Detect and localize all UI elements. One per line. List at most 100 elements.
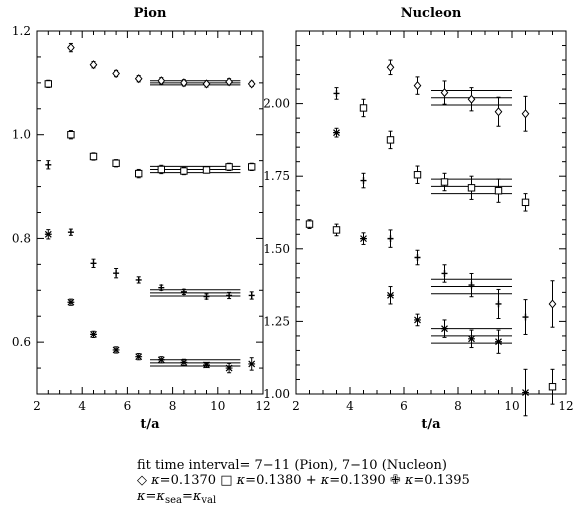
kappa-note-part3: =κ	[181, 489, 202, 504]
nucleon-marker-star	[441, 325, 448, 333]
pion-data-point	[180, 78, 188, 88]
nucleon-y-tick-label: 1.25	[263, 314, 290, 328]
nucleon-data-point	[414, 249, 421, 266]
nucleon-data-point	[522, 299, 529, 335]
nucleon-marker-star	[387, 291, 394, 299]
nucleon-marker-star	[495, 338, 502, 346]
pion-data-point	[112, 68, 120, 79]
nucleon-data-point	[494, 178, 503, 203]
legend-kappa: κ	[151, 473, 160, 488]
pion-data-point	[180, 358, 188, 366]
nucleon-data-point	[440, 172, 449, 192]
pion-marker-diamond	[134, 74, 143, 84]
nucleon-data-point	[521, 193, 530, 212]
nucleon-y-tick-label: 1.00	[263, 387, 290, 401]
pion-marker-star	[180, 358, 188, 366]
pion-x-tick-label: 4	[78, 399, 86, 413]
pion-marker-diamond	[180, 78, 188, 88]
pion-marker-plus	[180, 288, 187, 296]
pion-marker-square	[225, 163, 233, 171]
nucleon-marker-plus	[441, 270, 448, 277]
nucleon-marker-square	[521, 198, 530, 207]
nucleon-x-tick-label: 2	[292, 399, 300, 413]
nucleon-marker-square	[305, 220, 314, 228]
pion-series-square	[44, 79, 256, 179]
pion-data-point	[248, 291, 255, 300]
pion-panel: Pion 2 4 6 8 10 12 t/a 0.6 0.8 1.0 1.2	[12, 6, 271, 432]
legend-kappa: κ	[404, 473, 414, 488]
pion-data-point	[67, 42, 75, 53]
nucleon-data-point	[387, 229, 394, 248]
pion-data-point	[44, 79, 52, 89]
nucleon-y-tick-label: 1.75	[263, 169, 290, 183]
pion-marker-star	[225, 364, 233, 372]
nucleon-x-tick-label: 10	[504, 399, 519, 413]
nucleon-title: Nucleon	[401, 6, 462, 21]
nucleon-y-tick-label: 2.00	[263, 97, 290, 111]
pion-marker-star	[248, 360, 256, 368]
nucleon-marker-diamond	[548, 299, 557, 309]
nucleon-marker-plus	[360, 177, 367, 184]
kappa-note-val: val	[201, 495, 217, 506]
pion-marker-plus	[135, 276, 142, 284]
pion-marker-plus	[226, 292, 233, 299]
pion-marker-plus	[158, 284, 165, 292]
nucleon-marker-square	[494, 187, 503, 195]
legend-symbol-diamond: ◇	[137, 473, 147, 488]
nucleon-data-point	[495, 329, 502, 354]
nucleon-marker-diamond	[413, 81, 422, 91]
pion-title: Pion	[134, 6, 167, 21]
nucleon-data-point	[360, 232, 367, 245]
pion-marker-square	[135, 169, 143, 178]
pion-marker-diamond	[225, 77, 233, 87]
kappa-note-part1: κ=κ	[137, 489, 165, 504]
nucleon-marker-plus	[333, 90, 340, 97]
nucleon-x-tick-label: 6	[400, 399, 408, 413]
pion-data-point	[90, 258, 97, 268]
pion-marker-star	[203, 361, 210, 369]
nucleon-data-point	[413, 165, 422, 184]
pion-data-point	[67, 228, 74, 236]
nucleon-marker-diamond	[494, 107, 503, 117]
pion-data-point	[157, 356, 165, 364]
nucleon-marker-square	[548, 383, 557, 391]
pion-data-point	[112, 159, 120, 168]
nucleon-data-point	[441, 264, 448, 283]
pion-y-tick-label: 1.0	[12, 128, 31, 142]
pion-data-point	[89, 152, 98, 161]
nucleon-data-point	[386, 59, 395, 76]
pion-marker-square	[180, 167, 188, 175]
legend-symbol-star: ✙	[389, 473, 401, 488]
nucleon-marker-star	[414, 316, 421, 324]
pion-marker-plus	[67, 228, 74, 236]
nucleon-marker-star	[360, 235, 367, 243]
nucleon-marker-square	[413, 171, 422, 179]
nucleon-marker-diamond	[467, 94, 476, 104]
pion-x-axis-label: t/a	[140, 417, 160, 432]
nucleon-series-square	[305, 98, 557, 405]
nucleon-data-point	[359, 98, 368, 118]
pion-marker-star	[135, 353, 143, 361]
nucleon-marker-diamond	[440, 87, 449, 98]
pion-data-point	[112, 346, 120, 354]
pion-data-point	[67, 298, 75, 306]
nucleon-marker-plus	[387, 235, 394, 243]
legend-kappa: κ	[236, 473, 246, 488]
pion-marker-square	[157, 165, 166, 174]
pion-marker-diamond	[67, 43, 75, 53]
nucleon-data-point	[333, 87, 340, 100]
pion-marker-square	[67, 131, 75, 139]
pion-data-point	[67, 130, 75, 140]
pion-series-diamond	[67, 42, 256, 89]
legend-label-01370: =0.1370	[159, 473, 217, 488]
pion-data-point	[225, 162, 233, 171]
nucleon-marker-plus	[414, 254, 421, 261]
pion-x-tick-label: 8	[169, 399, 177, 413]
legend-symbol-square: □	[220, 473, 233, 488]
nucleon-data-point	[413, 76, 422, 95]
nucleon-series-diamond	[386, 59, 557, 328]
nucleon-data-point	[387, 286, 394, 305]
pion-marker-square	[89, 152, 98, 161]
nucleon-series-plus	[333, 87, 529, 335]
pion-marker-square	[44, 80, 52, 88]
